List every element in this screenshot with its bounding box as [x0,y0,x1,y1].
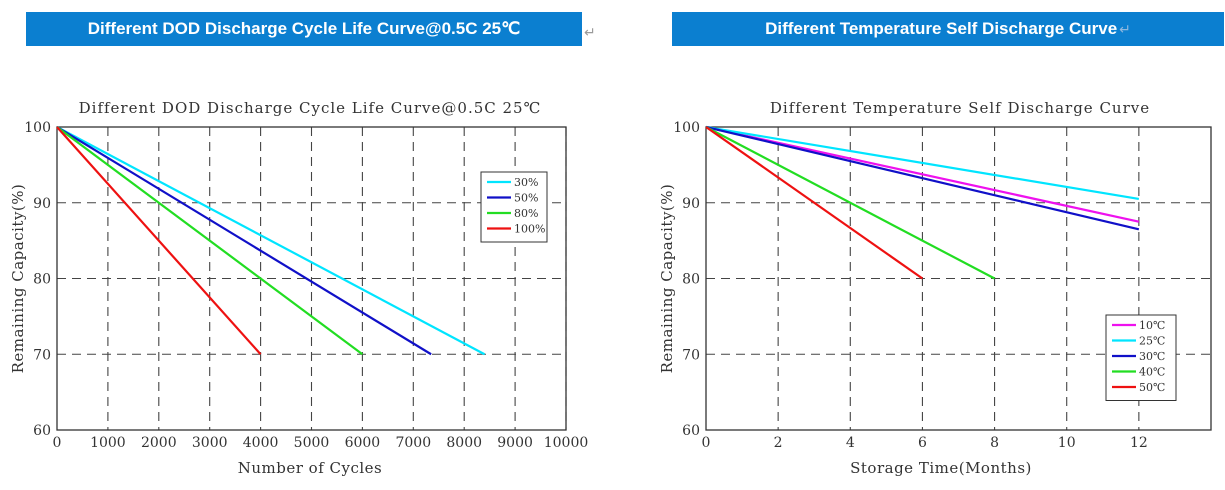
x-axis-label: Number of Cycles [238,459,383,477]
y-axis-label: Remaining Capacity(%) [9,184,27,374]
series-line-4 [705,126,924,280]
x-tick-label: 2 [774,435,783,451]
legend-label: 50℃ [1139,381,1165,394]
x-tick-label: 8000 [446,435,482,451]
paragraph-mark-icon: ↵ [1119,20,1131,37]
y-tick-label: 100 [24,120,51,136]
banner-right: Different Temperature Self Discharge Cur… [672,12,1224,46]
x-tick-label: 0 [53,435,62,451]
x-tick-label: 10000 [544,435,589,451]
x-tick-label: 7000 [395,435,431,451]
series-line-2 [56,126,364,356]
x-tick-label: 2000 [141,435,177,451]
y-axis-label: Remaining Capacity(%) [658,184,676,374]
legend-label: 10℃ [1139,319,1165,332]
x-tick-label: 9000 [497,435,533,451]
chart-title: Different DOD Discharge Cycle Life Curve… [79,99,542,117]
y-tick-label: 70 [33,347,51,363]
series-line-1 [705,125,1140,201]
series-line-3 [705,126,996,280]
y-tick-label: 70 [682,347,700,363]
chart-title: Different Temperature Self Discharge Cur… [770,99,1150,117]
legend-label: 100% [514,223,545,236]
x-tick-label: 6000 [345,435,381,451]
x-tick-label: 1000 [90,435,126,451]
x-tick-label: 4 [846,435,855,451]
legend-label: 80% [514,207,538,220]
plot-frame [705,126,1212,431]
x-tick-label: 3000 [192,435,228,451]
y-tick-label: 90 [33,196,51,212]
legend-label: 40℃ [1139,366,1165,379]
y-tick-label: 100 [673,120,700,136]
series-line-2 [705,125,1140,231]
series-line-0 [705,125,1140,223]
x-tick-label: 12 [1130,435,1148,451]
y-tick-label: 60 [682,423,700,439]
x-tick-label: 6 [918,435,927,451]
series-line-0 [56,126,486,356]
legend-box [480,171,548,243]
legend-label: 30% [514,176,538,189]
plot-frame [56,126,567,431]
x-tick-label: 4000 [243,435,279,451]
series-line-3 [56,126,262,355]
y-tick-label: 80 [682,272,700,288]
x-tick-label: 10 [1058,435,1076,451]
banner-left-title: Different DOD Discharge Cycle Life Curve… [87,19,521,38]
legend-label: 50% [514,192,538,205]
y-tick-label: 60 [33,423,51,439]
legend-label: 25℃ [1139,335,1165,348]
banner-left: Different DOD Discharge Cycle Life Curve… [26,12,582,46]
x-tick-label: 5000 [294,435,330,451]
x-tick-label: 8 [990,435,999,451]
legend-label: 30℃ [1139,350,1165,363]
x-tick-label: 0 [702,435,711,451]
x-axis-label: Storage Time(Months) [850,459,1032,477]
y-tick-label: 90 [682,196,700,212]
y-tick-label: 80 [33,272,51,288]
series-line-1 [56,126,432,356]
paragraph-mark-icon: ↵ [584,25,596,41]
banner-right-title: Different Temperature Self Discharge Cur… [765,19,1118,38]
